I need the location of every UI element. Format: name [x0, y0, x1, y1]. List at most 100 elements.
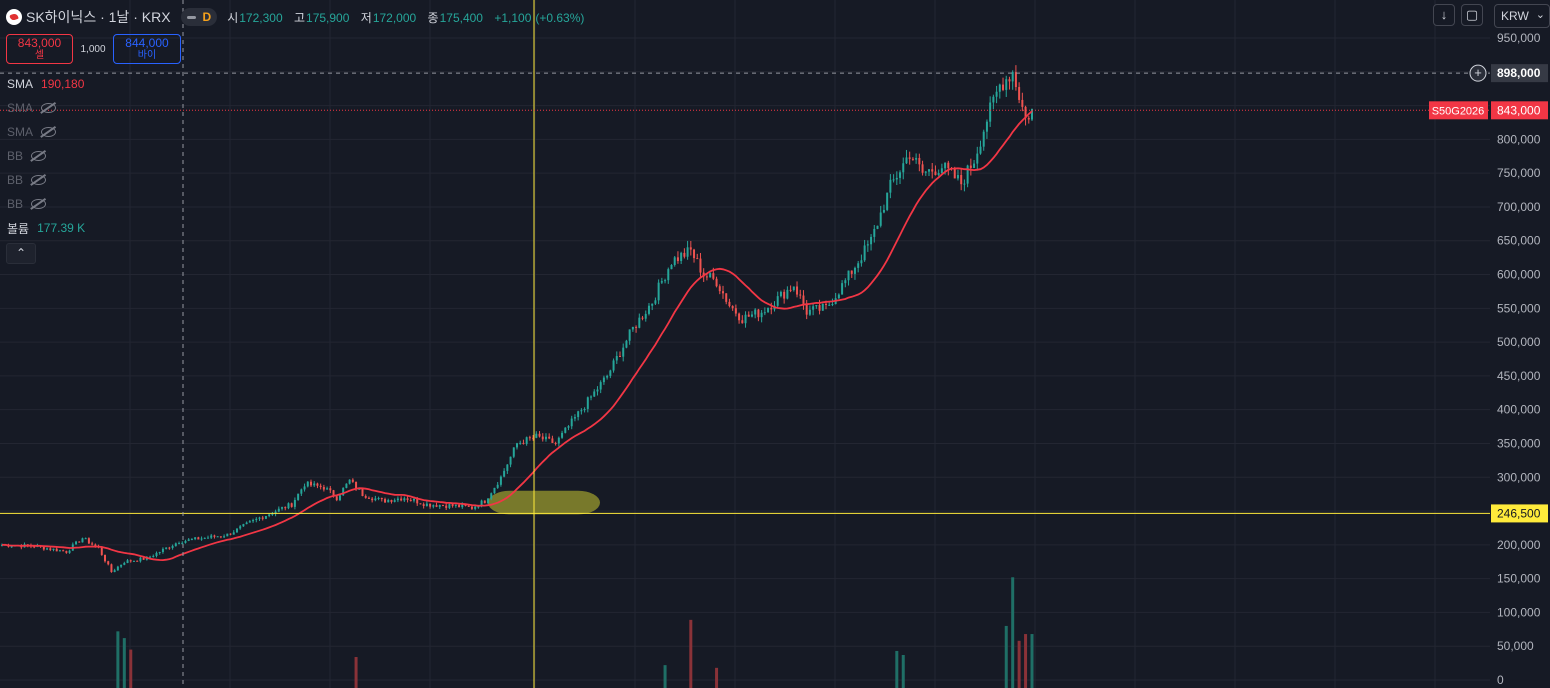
candle — [245, 521, 248, 525]
candle — [525, 436, 528, 446]
candle — [258, 516, 261, 521]
candle-body — [528, 437, 531, 439]
candle-body — [593, 391, 596, 397]
candle-body — [68, 550, 71, 553]
legend-bb-3[interactable]: BB — [7, 195, 47, 213]
candle — [348, 479, 351, 485]
candle-body — [75, 541, 78, 545]
legend-bb-2[interactable]: BB — [7, 171, 47, 189]
candle — [200, 536, 203, 541]
candle-body — [647, 305, 650, 314]
candle-body — [792, 286, 795, 291]
candle-body — [612, 360, 615, 371]
candle — [235, 528, 238, 533]
interval-badge[interactable]: D — [180, 8, 218, 26]
price-tick-label: 750,000 — [1497, 166, 1541, 180]
eye-crossed-icon[interactable] — [41, 103, 57, 113]
candle-body — [934, 171, 937, 175]
candle-body — [657, 282, 660, 301]
indicator-name: SMA — [7, 101, 34, 115]
candle-body — [789, 289, 792, 291]
volume-bar — [689, 619, 693, 688]
candle-body — [310, 481, 312, 486]
candle — [506, 464, 509, 474]
legend-sma-1[interactable]: SMA 190,180 — [7, 75, 84, 93]
candle — [808, 305, 811, 316]
candle-body — [181, 542, 184, 544]
candle — [264, 515, 267, 520]
indicator-name: 볼륨 — [7, 221, 30, 236]
candle — [239, 525, 242, 530]
candle-body — [561, 432, 564, 438]
download-button[interactable]: ↓ — [1433, 4, 1455, 26]
open-label: 시 — [227, 10, 239, 25]
candle — [805, 300, 808, 320]
candle — [870, 234, 873, 251]
candle — [396, 496, 399, 503]
high-value: 175,900 — [306, 10, 350, 25]
candle-body — [857, 263, 860, 268]
candle — [1002, 77, 1005, 92]
candle-body — [110, 564, 113, 573]
candle-body — [441, 505, 444, 507]
candle — [619, 351, 621, 358]
candle — [857, 260, 860, 273]
candle-body — [744, 314, 747, 324]
candle-body — [139, 557, 142, 562]
candle-body — [905, 157, 908, 164]
candle-body — [821, 303, 824, 311]
currency-select[interactable]: KRW ⌄ — [1494, 4, 1550, 28]
high-label: 고 — [293, 10, 306, 25]
buy-button[interactable]: 844,000 바이 — [113, 34, 181, 64]
candle-body — [734, 308, 737, 314]
candle — [113, 568, 116, 573]
candle — [969, 158, 972, 176]
candle-body — [216, 536, 219, 538]
eye-crossed-icon[interactable] — [41, 127, 57, 137]
candle-body — [625, 340, 628, 348]
symbol-title[interactable]: SK하이닉스 · 1날 · KRX — [26, 9, 171, 25]
candle-body — [509, 456, 512, 465]
candle-body — [419, 503, 422, 505]
price-tick-label: 400,000 — [1497, 403, 1541, 417]
legend-bb-1[interactable]: BB — [7, 147, 47, 165]
candle-body — [683, 252, 686, 257]
sell-button[interactable]: 843,000 셀 — [6, 34, 73, 64]
candle — [281, 506, 284, 511]
candle-body — [413, 498, 415, 501]
collapse-legend-button[interactable]: ⌃ — [6, 243, 36, 264]
plus-circle-icon[interactable] — [1469, 64, 1487, 82]
candle — [313, 481, 316, 488]
candle — [104, 554, 106, 563]
volume-bar — [1030, 634, 1034, 688]
candle — [866, 240, 869, 252]
candle-body — [184, 540, 187, 543]
eye-crossed-icon[interactable] — [31, 151, 47, 161]
fullscreen-button[interactable]: ▢ — [1461, 4, 1483, 26]
indicator-name: SMA — [7, 125, 34, 139]
eye-crossed-icon[interactable] — [31, 199, 47, 209]
candle-body — [564, 427, 567, 433]
candle — [590, 395, 593, 401]
legend-sma-2[interactable]: SMA — [7, 99, 57, 117]
candle-body — [924, 171, 927, 173]
candle-body — [757, 309, 760, 318]
candle-body — [754, 309, 757, 315]
eye-crossed-icon[interactable] — [31, 175, 47, 185]
candle — [429, 503, 432, 509]
candle — [638, 313, 641, 329]
candle — [367, 496, 370, 499]
candle — [577, 410, 580, 421]
candle — [10, 546, 13, 548]
candle-body — [567, 426, 570, 428]
legend-sma-3[interactable]: SMA — [7, 123, 57, 141]
legend-volume[interactable]: 볼륨 177.39 K — [7, 219, 85, 237]
buy-price: 844,000 — [125, 36, 169, 50]
candle — [255, 517, 258, 523]
candle-body — [107, 561, 110, 565]
candle-body — [1002, 84, 1005, 90]
candle — [441, 504, 444, 507]
hline-price-label: 246,500 — [1497, 506, 1541, 520]
last-price-tag-box — [1429, 101, 1488, 120]
